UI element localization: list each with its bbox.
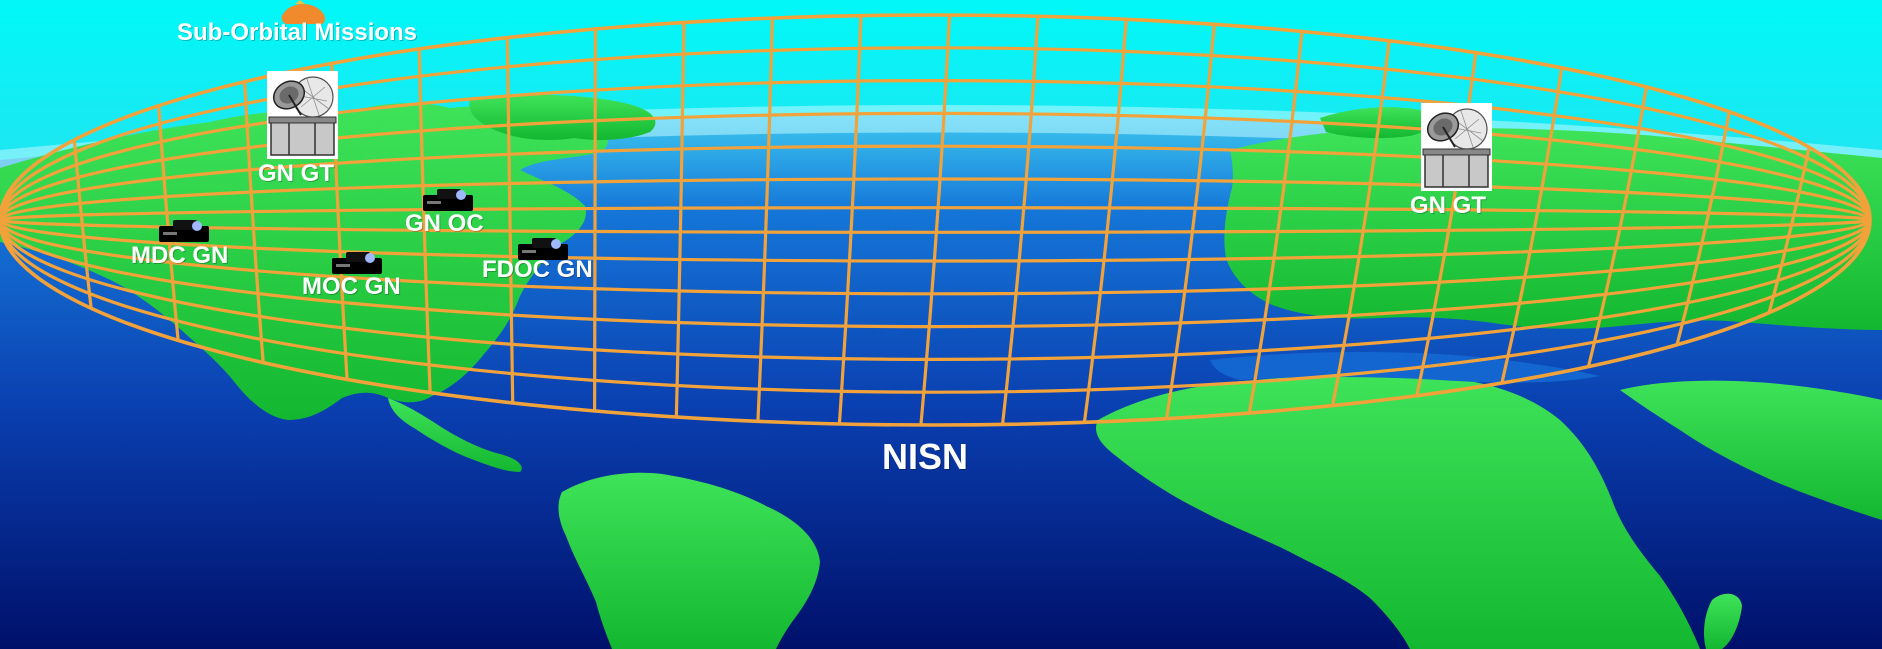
sub-orbital-missions-label: Sub-Orbital Missions	[177, 19, 418, 46]
grid-meridian-line	[918, 15, 952, 425]
sub-orbital-mission-icon	[281, 0, 325, 24]
nisn-network-outline	[0, 13, 1872, 427]
grid-meridian-line	[592, 15, 598, 425]
moc-gn-label: MOC GN	[302, 273, 401, 300]
grid-meridian-line	[674, 15, 686, 425]
grid-meridian-line	[1081, 15, 1129, 425]
satellite-dish-icon	[1421, 103, 1492, 191]
workstation-icon	[423, 189, 473, 211]
mdc-gn-label: MDC GN	[131, 242, 229, 269]
grid-meridian-line	[1325, 15, 1395, 425]
greenland-landmass	[469, 94, 656, 140]
grid-meridian-line	[1243, 15, 1307, 425]
scandinavia-landmass	[1320, 107, 1430, 139]
grid-latitude-line	[0, 111, 1870, 329]
nisn-label: NISN	[882, 436, 969, 477]
grid-latitude-line	[0, 79, 1870, 361]
workstation-icon	[159, 220, 209, 242]
grid-meridian-line	[416, 15, 434, 425]
gn-oc-label: GN OC	[405, 210, 484, 237]
ground-terminal-west-label: GN GT	[258, 160, 334, 187]
grid-meridian-line	[1406, 15, 1484, 425]
workstation-icon	[518, 238, 568, 260]
grid-latitude-line	[0, 144, 1870, 296]
workstation-icon	[332, 252, 382, 274]
south-america-landmass	[558, 472, 820, 649]
arabia-landmass	[1620, 380, 1882, 520]
madagascar-landmass	[1704, 593, 1742, 649]
grid-meridian-line	[837, 15, 863, 425]
grid-latitude-line	[0, 46, 1870, 394]
grid-meridian-line	[1162, 15, 1218, 425]
satellite-dish-icon	[267, 71, 338, 159]
grid-meridian-line	[505, 15, 515, 425]
grid-meridian-line	[755, 15, 775, 425]
fdoc-gn-label: FDOC GN	[482, 256, 593, 283]
central-america-landmass	[388, 398, 522, 472]
ground-terminal-east-label: GN GT	[1410, 192, 1486, 219]
africa-landmass	[1096, 374, 1700, 649]
grid-meridian-line	[999, 15, 1041, 425]
